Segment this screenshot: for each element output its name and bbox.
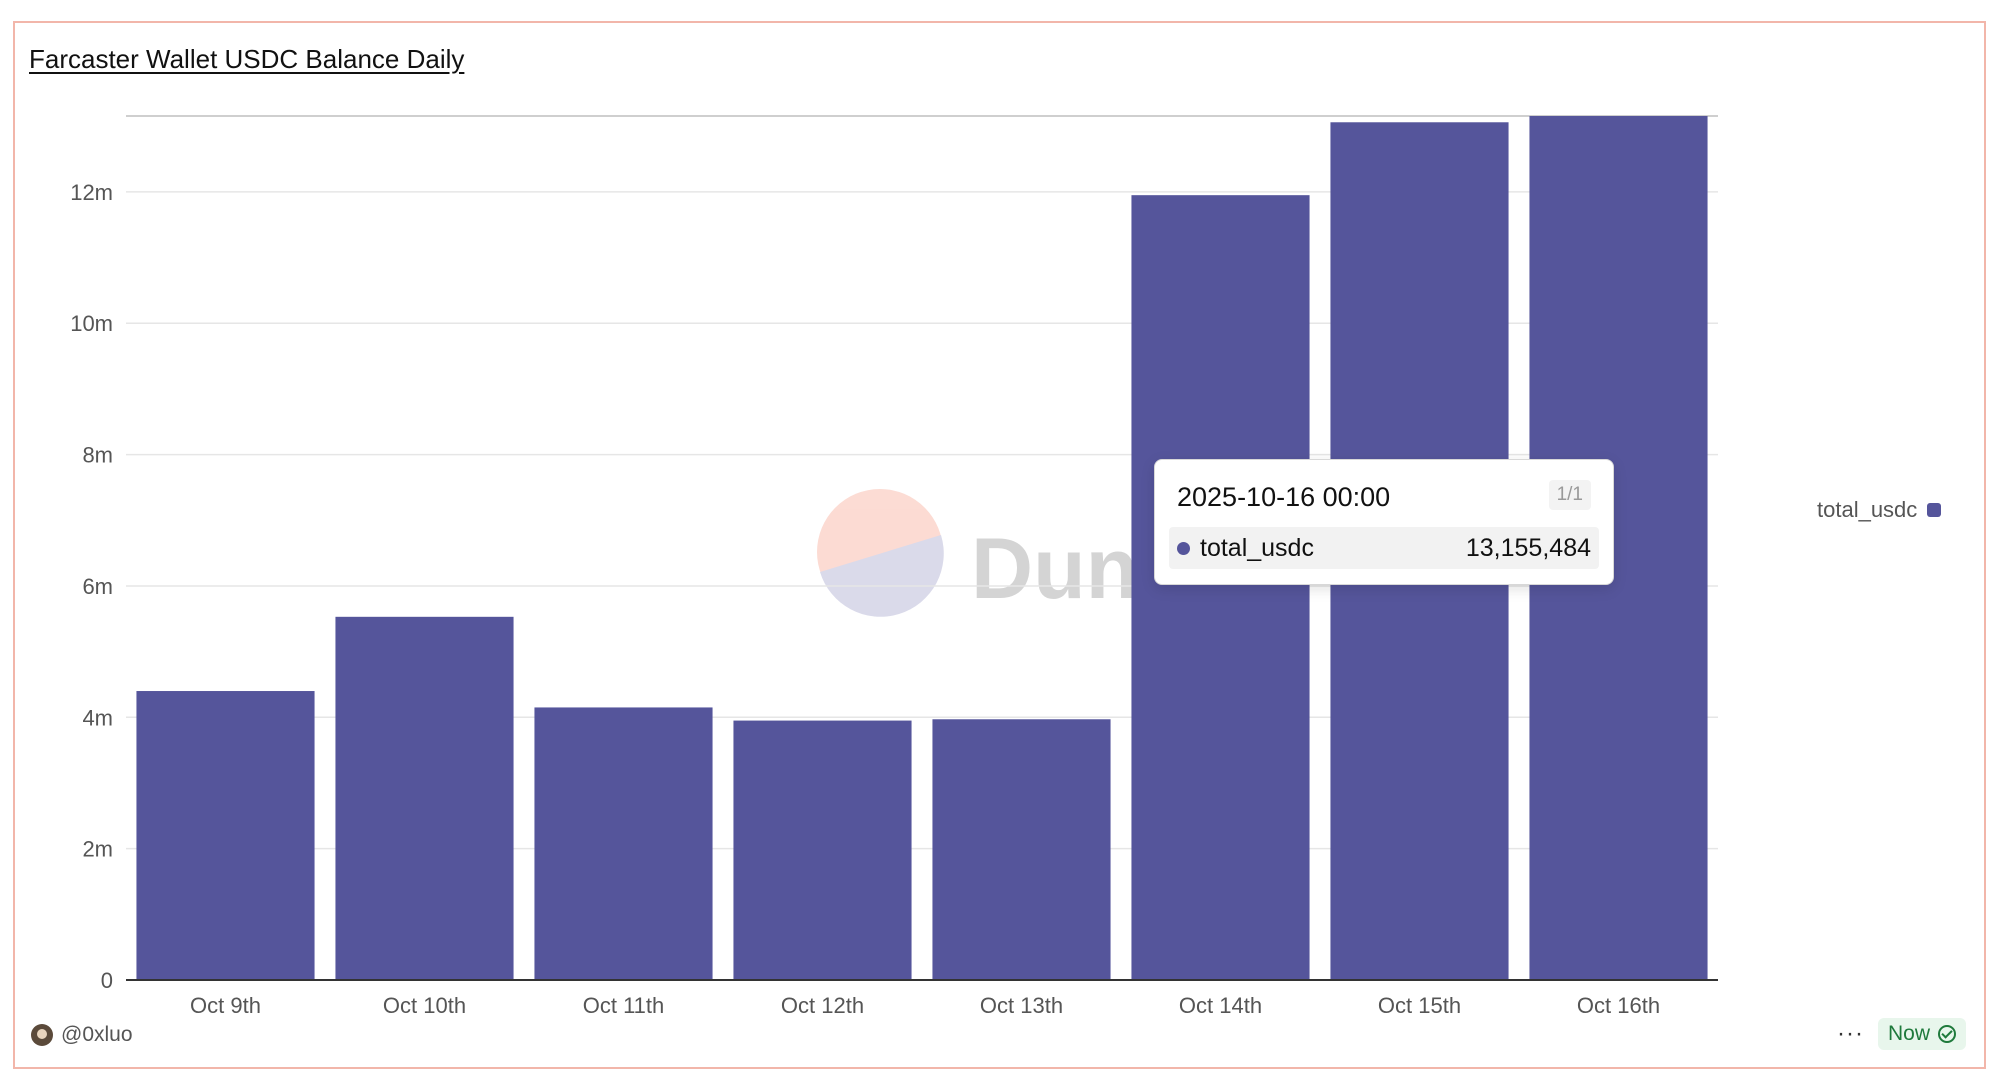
author-handle: @0xluo — [61, 1023, 133, 1046]
x-tick-label: Oct 16th — [1577, 993, 1660, 1018]
watermark-logo-bottom — [820, 535, 944, 617]
y-tick-label: 2m — [82, 837, 113, 862]
chart-tooltip: 2025-10-16 00:00 1/1 total_usdc 13,155,4… — [1154, 459, 1614, 585]
refresh-status-badge[interactable]: Now — [1877, 1018, 1966, 1050]
x-axis-ticks: Oct 9th Oct 10th Oct 11th Oct 12th Oct 13th O… — [190, 993, 1660, 1018]
legend-label: total_usdc — [1817, 497, 1918, 522]
bar[interactable] — [733, 720, 912, 980]
status-label: Now — [1887, 1022, 1930, 1045]
avatar — [31, 1024, 53, 1046]
bar[interactable] — [335, 616, 514, 980]
author-link[interactable]: @0xluo — [31, 1023, 133, 1047]
footer-actions: ··· Now — [1837, 1018, 1966, 1050]
x-tick-label: Oct 12th — [781, 993, 864, 1018]
y-tick-label: 10m — [70, 311, 113, 336]
legend-swatch — [1927, 503, 1942, 517]
y-tick-label: 6m — [82, 574, 113, 599]
x-tick-label: Oct 9th — [190, 993, 261, 1018]
chart-card: Farcaster Wallet USDC Balance Daily Dune… — [13, 21, 1986, 1069]
y-tick-label: 0 — [101, 968, 113, 993]
tooltip-date: 2025-10-16 00:00 — [1177, 482, 1391, 512]
y-tick-label: 4m — [82, 705, 113, 730]
bar[interactable] — [1131, 195, 1310, 981]
chart-legend[interactable]: total_usdc — [1817, 497, 1942, 523]
tooltip-series-dot — [1177, 541, 1190, 555]
more-options-icon[interactable]: ··· — [1837, 1020, 1864, 1047]
x-tick-label: Oct 13th — [980, 993, 1063, 1018]
y-axis-ticks: 0 2m 4m 6m 8m 10m 12m — [70, 180, 113, 993]
x-tick-label: Oct 10th — [383, 993, 466, 1018]
tooltip-page-indicator: 1/1 — [1548, 480, 1591, 510]
y-tick-label: 8m — [82, 443, 113, 468]
bars — [136, 116, 1708, 981]
y-tick-label: 12m — [70, 180, 113, 205]
x-tick-label: Oct 11th — [583, 993, 665, 1018]
x-tick-label: Oct 15th — [1378, 993, 1461, 1018]
watermark: Dune — [817, 489, 1186, 617]
check-circle-icon — [1938, 1025, 1956, 1043]
bar[interactable] — [932, 719, 1111, 980]
x-tick-label: Oct 14th — [1179, 993, 1262, 1018]
tooltip-series-row: total_usdc 13,155,484 — [1169, 527, 1599, 569]
tooltip-series-name: total_usdc — [1200, 533, 1314, 562]
chart-title[interactable]: Farcaster Wallet USDC Balance Daily — [29, 44, 465, 74]
tooltip-series-value: 13,155,484 — [1465, 533, 1591, 562]
bar[interactable] — [534, 707, 713, 980]
bar[interactable] — [136, 691, 315, 980]
